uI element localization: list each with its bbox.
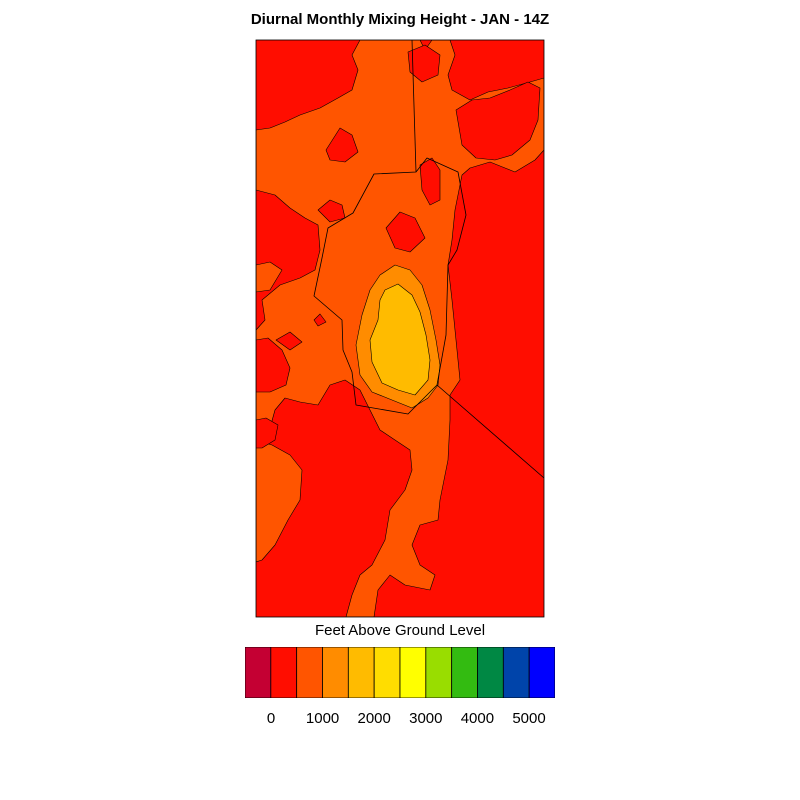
colorbar-tick-label: 1000 <box>305 710 340 727</box>
contour-level-0-1000 <box>419 157 441 206</box>
colorbar-swatch <box>270 647 298 698</box>
colorbar-swatch <box>296 647 323 698</box>
map-title: Diurnal Monthly Mixing Height - JAN - 14… <box>250 11 550 28</box>
colorbar-ticks: 0 1000 2000 3000 4000 5000 <box>0 710 800 732</box>
colorbar-swatch <box>373 647 401 698</box>
contour-level-0-1000 <box>256 417 279 449</box>
colorbar <box>245 647 555 698</box>
colorbar-swatch <box>477 647 504 698</box>
state-boundary-line <box>436 384 544 479</box>
contour-level-1000-1500 <box>256 261 283 293</box>
colorbar-tick-label: 0 <box>266 710 276 727</box>
colorbar-swatch <box>347 647 375 698</box>
contour-level-1000-1500 <box>256 439 303 563</box>
contour-level-0-1000 <box>317 199 346 223</box>
colorbar-swatch <box>502 647 530 698</box>
contour-level-0-1000 <box>407 44 441 83</box>
colorbar-swatch <box>322 647 349 698</box>
contour-level-0-1000 <box>385 211 426 253</box>
colorbar-tick-label: 3000 <box>409 710 443 727</box>
state-boundary-line <box>411 40 417 173</box>
map-frame <box>255 39 545 618</box>
colorbar-title: Feet Above Ground Level <box>314 622 486 639</box>
contour-level-0-1000 <box>275 331 303 351</box>
state-boundary-line <box>313 157 467 415</box>
colorbar-swatch <box>399 647 427 698</box>
contour-level-0-1000 <box>455 81 541 161</box>
contour-level-2000-2500 <box>369 283 431 396</box>
colorbar-tick-label: 5000 <box>512 710 546 727</box>
contour-level-0-1000 <box>256 337 291 393</box>
contour-level-0-1000 <box>325 127 359 163</box>
colorbar-swatch <box>528 647 555 698</box>
colorbar-swatch <box>451 647 478 698</box>
colorbar-swatch <box>245 647 272 698</box>
contour-level-0-1000 <box>313 313 327 327</box>
colorbar-tick-label: 4000 <box>460 710 495 727</box>
colorbar-tick-label: 2000 <box>357 710 391 727</box>
colorbar-swatch <box>425 647 453 698</box>
